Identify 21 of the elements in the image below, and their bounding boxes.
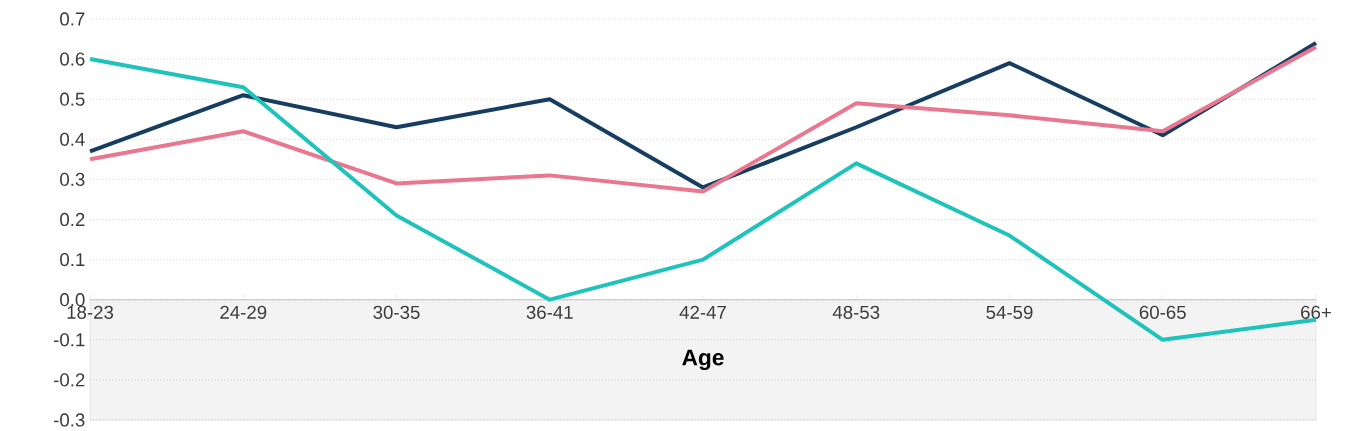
x-tick-label: 36-41 [526, 305, 573, 319]
y-tick-label: -0.3 [53, 413, 85, 427]
y-tick-label: 0.4 [60, 132, 85, 146]
x-tick-label: 30-35 [373, 305, 420, 319]
x-tick-label: 54-59 [986, 305, 1033, 319]
x-axis-title: Age [682, 349, 724, 371]
y-tick-label: 0.2 [60, 212, 85, 227]
y-tick-label: 0.0 [60, 293, 85, 307]
y-tick-label: 0.1 [60, 252, 85, 267]
x-tick-label: 60-65 [1139, 305, 1186, 319]
x-tick-label: 66+ [1301, 305, 1331, 319]
x-tick-label: 42-47 [679, 305, 726, 319]
y-tick-label: 0.5 [60, 92, 85, 106]
x-tick-label: 24-29 [220, 305, 267, 319]
y-tick-label: 0.7 [60, 12, 85, 26]
y-tick-label: 0.6 [60, 52, 85, 66]
x-tick-label: 48-53 [832, 305, 880, 319]
y-tick-label: 0.3 [60, 172, 85, 186]
y-tick-label: -0.1 [53, 333, 85, 347]
x-tick-label: 18-23 [67, 305, 114, 319]
y-tick-label: -0.2 [53, 373, 85, 387]
